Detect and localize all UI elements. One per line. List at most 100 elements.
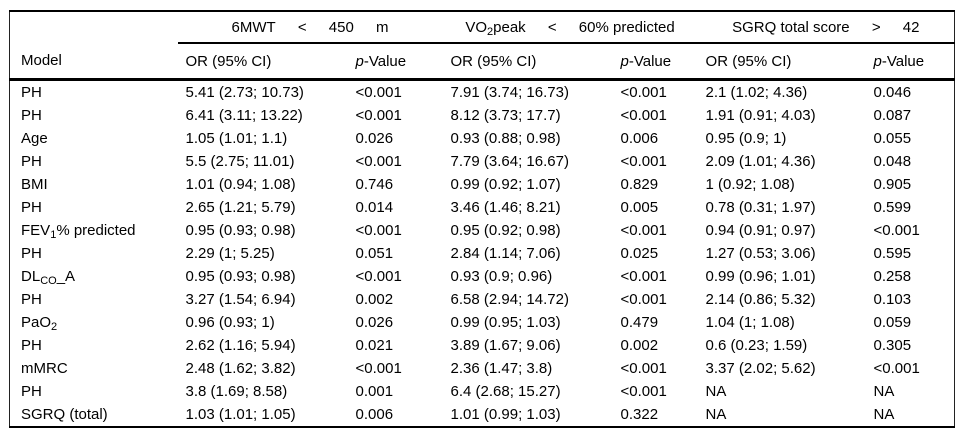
table-row: PH 5.5 (2.75; 11.01) <0.001 7.79 (3.64; 16.… (10, 150, 955, 173)
spanner-sgrq-threshold: 42 (902, 18, 920, 36)
p-value-cell: 0.048 (873, 153, 912, 170)
p-value-cell: 0.006 (355, 406, 394, 423)
p-value-cell: <0.001 (355, 268, 402, 285)
or-ci-cell: 5.5 (2.75; 11.01) (185, 153, 295, 170)
p-value-cell: 0.055 (873, 130, 912, 147)
table-row: PH 6.41 (3.11; 13.22) <0.001 8.12 (3.73; 17… (10, 104, 955, 127)
or-ci-column-header-2: OR (95% CI) (442, 43, 613, 81)
or-ci-cell: 2.1 (1.02; 4.36) (705, 84, 808, 101)
p-value-cell: 0.322 (620, 406, 659, 423)
p-value-column-header-2: p-Value (612, 43, 698, 81)
model-cell: PH (21, 245, 42, 262)
or-ci-cell: 0.96 (0.93; 1) (185, 314, 275, 331)
p-value-cell: <0.001 (355, 153, 402, 170)
p-value-cell: 0.026 (355, 130, 394, 147)
model-cell: SGRQ (total) (21, 406, 108, 423)
or-ci-cell: 6.4 (2.68; 15.27) (450, 383, 561, 400)
p-value-cell: <0.001 (620, 153, 667, 170)
or-ci-cell: 2.65 (1.21; 5.79) (185, 199, 296, 216)
p-value-cell: 0.258 (873, 268, 912, 285)
p-value-cell: 0.305 (873, 337, 912, 354)
model-cell: PH (21, 337, 42, 354)
model-cell: mMRC (21, 360, 68, 377)
spanner-6mwt-unit: m (376, 18, 389, 36)
or-ci-cell: 2.36 (1.47; 3.8) (450, 360, 553, 377)
model-cell: PH (21, 153, 42, 170)
corner-cell (10, 11, 178, 43)
or-ci-cell: 0.93 (0.88; 0.98) (450, 130, 561, 147)
table-row: PH 2.65 (1.21; 5.79) 0.014 3.46 (1.46; 8.21… (10, 196, 955, 219)
or-ci-cell: 2.62 (1.16; 5.94) (185, 337, 296, 354)
or-ci-cell: NA (705, 406, 727, 423)
table-row: PaO2 0.96 (0.93; 1) 0.026 0.99 (0.95; 1.03)… (10, 311, 955, 334)
model-cell: Age (21, 130, 48, 147)
model-cell: FEV1% predicted (21, 222, 136, 241)
or-ci-cell: 6.41 (3.11; 13.22) (185, 107, 303, 124)
p-value-cell: 0.746 (355, 176, 394, 193)
table-row: Age 1.05 (1.01; 1.1) 0.026 0.93 (0.88; 0.98… (10, 127, 955, 150)
table-body: PH 5.41 (2.73; 10.73) <0.001 7.91 (3.74; 16… (10, 80, 955, 428)
spanner-sgrq-label: SGRQ total score (732, 18, 850, 36)
p-value-cell: <0.001 (620, 222, 667, 239)
model-cell: PH (21, 84, 42, 101)
or-ci-cell: 0.95 (0.92; 0.98) (450, 222, 561, 239)
or-ci-cell: 0.78 (0.31; 1.97) (705, 199, 816, 216)
p-value-cell: NA (873, 406, 895, 423)
p-value-cell: 0.599 (873, 199, 912, 216)
p-value-cell: 0.014 (355, 199, 394, 216)
or-ci-cell: 2.84 (1.14; 7.06) (450, 245, 561, 262)
or-ci-cell: 2.48 (1.62; 3.82) (185, 360, 296, 377)
or-ci-cell: 2.29 (1; 5.25) (185, 245, 275, 262)
spanner-6mwt-threshold: 450 (328, 18, 354, 36)
spanner-sgrq: SGRQ total score > 42 (697, 11, 955, 44)
or-ci-cell: 1.05 (1.01; 1.1) (185, 130, 288, 147)
or-ci-cell: 6.58 (2.94; 14.72) (450, 291, 569, 308)
spanner-6mwt: 6MWT < 450 m (177, 11, 443, 44)
p-value-cell: 0.002 (355, 291, 394, 308)
p-value-column-header-1: p-Value (347, 43, 443, 81)
p-value-cell: <0.001 (620, 107, 667, 124)
table-row: PH 3.27 (1.54; 6.94) 0.002 6.58 (2.94; 14.7… (10, 288, 955, 311)
model-cell: PH (21, 199, 42, 216)
or-ci-cell: 7.91 (3.74; 16.73) (450, 84, 569, 101)
or-ci-cell: 0.99 (0.92; 1.07) (450, 176, 561, 193)
p-value-cell: 0.002 (620, 337, 659, 354)
p-value-cell: 0.087 (873, 107, 912, 124)
model-cell: PaO2 (21, 314, 58, 333)
or-ci-cell: 3.89 (1.67; 9.06) (450, 337, 561, 354)
p-value-cell: <0.001 (620, 383, 667, 400)
or-ci-cell: 1.01 (0.94; 1.08) (185, 176, 296, 193)
table-row: mMRC 2.48 (1.62; 3.82) <0.001 2.36 (1.47; 3… (10, 357, 955, 380)
or-ci-cell: 1.91 (0.91; 4.03) (705, 107, 816, 124)
or-ci-cell: NA (705, 383, 727, 400)
p-value-cell: <0.001 (355, 107, 402, 124)
p-value-cell: 0.026 (355, 314, 394, 331)
p-value-cell: 0.001 (355, 383, 394, 400)
or-ci-cell: 0.95 (0.93; 0.98) (185, 268, 296, 285)
table-row: PH 2.62 (1.16; 5.94) 0.021 3.89 (1.67; 9.06… (10, 334, 955, 357)
or-ci-cell: 0.94 (0.91; 0.97) (705, 222, 816, 239)
column-header-row: Model OR (95% CI) p-Value OR (95% CI) p-… (9, 43, 955, 81)
p-value-cell: 0.829 (620, 176, 659, 193)
p-value-cell: <0.001 (620, 360, 667, 377)
model-column-header: Model (9, 43, 178, 81)
table-row: PH 3.8 (1.69; 8.58) 0.001 6.4 (2.68; 15.27)… (10, 380, 955, 403)
spanner-header-row: 6MWT < 450 m VO2peak < 60% predicted SGR… (10, 11, 955, 44)
or-ci-cell: 0.95 (0.93; 0.98) (185, 222, 296, 239)
or-ci-column-header-3: OR (95% CI) (697, 43, 866, 81)
or-ci-cell: 3.46 (1.46; 8.21) (450, 199, 561, 216)
model-cell: PH (21, 291, 42, 308)
p-value-cell: <0.001 (620, 291, 667, 308)
p-value-cell: <0.001 (620, 84, 667, 101)
less-than-sign: < (297, 18, 307, 36)
p-value-cell: 0.595 (873, 245, 912, 262)
or-ci-cell: 3.8 (1.69; 8.58) (185, 383, 288, 400)
or-ci-cell: 2.14 (0.86; 5.32) (705, 291, 816, 308)
p-value-cell: <0.001 (873, 222, 920, 239)
model-cell: PH (21, 383, 42, 400)
spanner-vo2peak-threshold: 60% predicted (578, 18, 675, 36)
greater-than-sign: > (871, 18, 881, 36)
or-ci-cell: 0.99 (0.96; 1.01) (705, 268, 816, 285)
logistic-regression-table: 6MWT < 450 m VO2peak < 60% predicted SGR… (9, 10, 956, 428)
